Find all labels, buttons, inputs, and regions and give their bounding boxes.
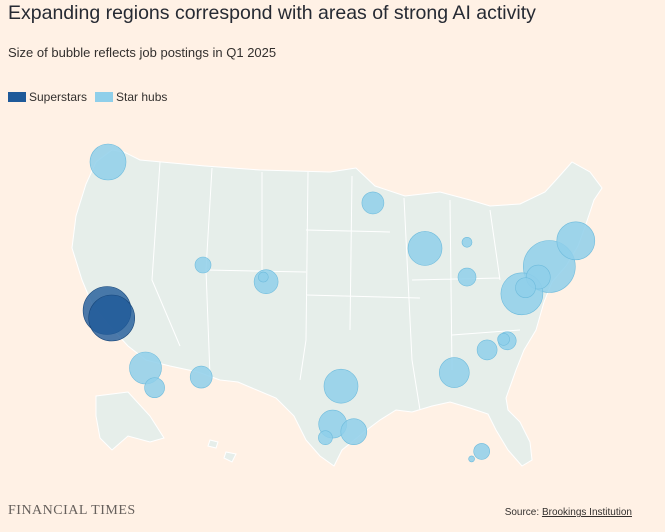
bubble-star-hub	[257, 271, 269, 283]
bubble-star-hub	[318, 430, 333, 446]
us-map	[71, 143, 603, 467]
bubble-star-hub	[189, 365, 213, 389]
bubble-star-hub	[89, 143, 127, 181]
bubble-star-hub	[515, 277, 536, 298]
legend-swatch-star-hubs	[95, 92, 114, 102]
bubble-star-hub	[476, 339, 498, 361]
bubble-star-hub	[461, 237, 473, 248]
bubble-star-hub	[497, 333, 510, 346]
source-prefix: Source:	[504, 507, 542, 518]
bubble-star-hub	[407, 231, 443, 266]
bubble-star-hub	[194, 256, 212, 274]
source-note: Source: Brookings Institution	[505, 507, 632, 518]
legend-item-superstars: Superstars	[8, 90, 87, 104]
hawaii-shape	[207, 439, 237, 463]
legend-swatch-superstars	[8, 92, 26, 102]
bubble-star-hub	[457, 267, 477, 287]
legend-label-superstars: Superstars	[29, 90, 88, 104]
map-container	[0, 120, 665, 480]
bubble-star-hub	[468, 455, 475, 463]
border-east	[403, 197, 521, 411]
legend: Superstars Star hubs	[8, 90, 175, 104]
ft-logo: FINANCIAL TIMES	[8, 503, 136, 518]
chart-subtitle: Size of bubble reflects job postings in …	[8, 45, 277, 60]
legend-label-star-hubs: Star hubs	[116, 90, 168, 104]
bubble-superstar	[88, 294, 135, 342]
land-layer	[71, 149, 603, 467]
bubbles-layer	[82, 143, 596, 463]
bubble-star-hub	[473, 443, 491, 460]
bubble-star-hub	[438, 357, 470, 388]
bubble-star-hub	[361, 191, 385, 215]
bubble-star-hub	[144, 377, 165, 399]
legend-item-star-hubs: Star hubs	[95, 90, 167, 104]
bubble-star-hub	[323, 368, 359, 404]
chart-title: Expanding regions correspond with areas …	[8, 2, 536, 24]
bubble-star-hub	[556, 221, 596, 261]
source-link[interactable]: Brookings Institution	[541, 507, 632, 518]
bubble-star-hub	[340, 418, 368, 446]
contiguous-us-shape	[71, 149, 603, 467]
alaska-shape	[95, 391, 165, 451]
border-central	[299, 171, 421, 381]
